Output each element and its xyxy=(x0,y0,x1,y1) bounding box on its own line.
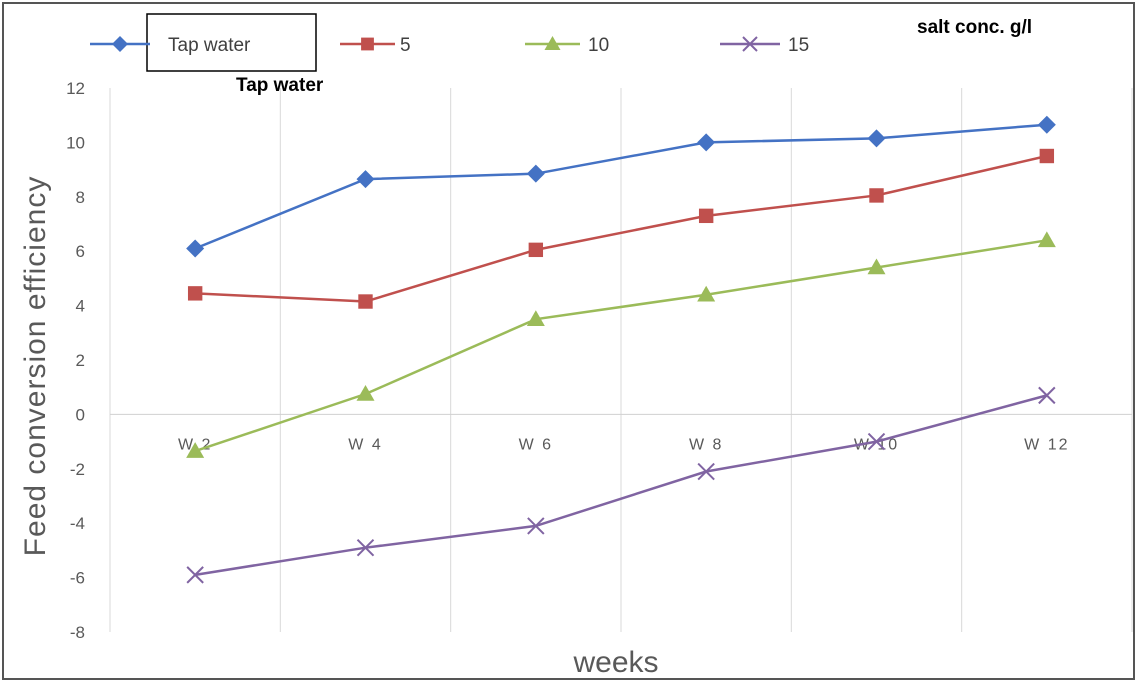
legend-note-salt-conc: salt conc. g/l xyxy=(917,17,1032,38)
y-tick-label: -6 xyxy=(70,569,85,588)
y-tick-label: 12 xyxy=(66,79,85,98)
series-line xyxy=(195,154,1048,303)
y-axis-title: Feed conversion efficiency xyxy=(19,176,52,557)
data-point-x xyxy=(186,566,204,584)
data-point-diamond xyxy=(186,239,205,258)
data-point-square xyxy=(1039,148,1055,164)
series-line xyxy=(194,123,1047,250)
series-3 xyxy=(186,231,1056,458)
tap-water-annotation: Tap water xyxy=(236,75,324,96)
y-tick-label: 4 xyxy=(76,297,85,316)
grid-lines xyxy=(109,88,1133,632)
data-point-triangle xyxy=(356,385,375,401)
y-tick-label: 0 xyxy=(76,405,85,424)
y-tick-label: 8 xyxy=(76,188,85,207)
data-point-x xyxy=(527,517,545,535)
legend-label: 5 xyxy=(400,35,411,56)
data-point-x xyxy=(1038,386,1056,405)
x-category-label: W 4 xyxy=(348,436,382,453)
data-point-triangle xyxy=(544,36,561,50)
data-point-diamond xyxy=(112,36,128,52)
chart-legend: Tap water 5 10 15 xyxy=(90,13,809,72)
y-tick-label: 6 xyxy=(76,242,85,261)
data-point-x xyxy=(742,36,758,52)
x-category-label: W 8 xyxy=(689,436,723,453)
data-point-triangle xyxy=(186,442,205,458)
x-category-label: W 12 xyxy=(1024,436,1069,453)
data-point-x xyxy=(867,432,886,451)
legend-label: 15 xyxy=(788,35,809,56)
data-point-square xyxy=(869,188,884,203)
data-point-triangle xyxy=(697,285,716,302)
legend-highlight-box xyxy=(146,13,317,72)
data-point-diamond xyxy=(867,129,886,148)
series-4 xyxy=(186,386,1056,584)
data-point-triangle xyxy=(526,310,545,326)
legend-label: 10 xyxy=(588,35,609,56)
data-point-x xyxy=(356,538,375,557)
y-axis-ticks: -8 -6 -4 -2 0 2 4 6 8 10 12 xyxy=(66,79,85,642)
y-tick-label: -8 xyxy=(70,623,85,642)
data-point-diamond xyxy=(697,133,716,152)
data-point-diamond xyxy=(526,164,545,183)
data-series xyxy=(186,115,1056,584)
data-point-triangle xyxy=(1037,231,1056,248)
x-category-label: W 10 xyxy=(854,436,899,453)
x-axis-title: weeks xyxy=(572,646,658,679)
series-1 xyxy=(186,115,1056,258)
series-line xyxy=(194,394,1048,577)
data-point-diamond xyxy=(356,170,375,189)
legend-label: Tap water xyxy=(168,35,251,56)
data-point-triangle xyxy=(867,258,886,275)
y-tick-label: -2 xyxy=(70,460,85,479)
x-category-label: W 6 xyxy=(519,436,553,453)
series-2 xyxy=(187,148,1055,309)
data-point-x xyxy=(697,462,715,481)
series-line xyxy=(194,239,1048,453)
data-point-square xyxy=(358,294,373,309)
data-point-square xyxy=(187,286,203,301)
y-tick-label: -4 xyxy=(70,514,85,533)
data-point-diamond xyxy=(1037,115,1056,134)
y-tick-label: 2 xyxy=(76,351,85,370)
data-point-square xyxy=(698,208,714,224)
data-point-square xyxy=(528,242,544,258)
y-tick-label: 10 xyxy=(66,133,85,152)
data-point-square xyxy=(361,37,374,51)
